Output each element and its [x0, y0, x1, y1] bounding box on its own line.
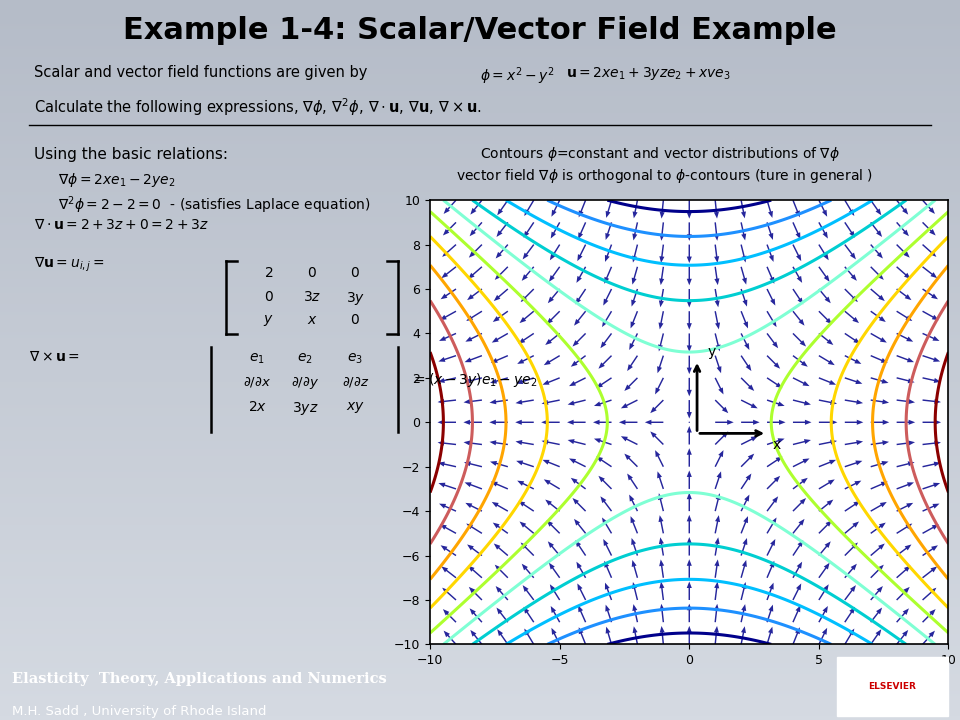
Text: M.H. Sadd , University of Rhode Island: M.H. Sadd , University of Rhode Island: [12, 706, 266, 719]
Text: Example 1-4: Scalar/Vector Field Example: Example 1-4: Scalar/Vector Field Example: [123, 17, 837, 45]
Text: $e_3$: $e_3$: [348, 351, 363, 366]
Text: $\partial/\partial y$: $\partial/\partial y$: [291, 376, 320, 392]
Text: y: y: [708, 345, 715, 359]
Text: $\nabla \cdot \mathbf{u} = 2 + 3z + 0 = 2 + 3z$: $\nabla \cdot \mathbf{u} = 2 + 3z + 0 = …: [34, 217, 208, 233]
Text: Elasticity  Theory, Applications and Numerics: Elasticity Theory, Applications and Nume…: [12, 672, 386, 685]
FancyBboxPatch shape: [837, 657, 948, 716]
Text: $\phi = x^2 - y^2$: $\phi = x^2 - y^2$: [480, 66, 555, 87]
Text: Contours $\phi$=constant and vector distributions of $\nabla\phi$: Contours $\phi$=constant and vector dist…: [480, 145, 840, 163]
Text: $e_1$: $e_1$: [250, 351, 265, 366]
Text: $2$: $2$: [264, 266, 274, 281]
Text: $\partial/\partial z$: $\partial/\partial z$: [342, 376, 369, 390]
Text: $y$: $y$: [263, 313, 275, 328]
Text: Scalar and vector field functions are given by: Scalar and vector field functions are gi…: [34, 66, 367, 81]
Text: Using the basic relations:: Using the basic relations:: [34, 147, 228, 162]
Text: $0$: $0$: [350, 266, 360, 281]
Text: $0$: $0$: [350, 313, 360, 328]
Text: $e_2$: $e_2$: [298, 351, 313, 366]
Text: x: x: [772, 438, 780, 452]
Text: $xy$: $xy$: [346, 400, 365, 415]
Text: $\mathbf{u} = 2xe_1 + 3yze_2 + xve_3$: $\mathbf{u} = 2xe_1 + 3yze_2 + xve_3$: [566, 66, 732, 82]
Text: ELSEVIER: ELSEVIER: [868, 682, 916, 691]
Text: $3y$: $3y$: [346, 290, 365, 307]
Text: $2x$: $2x$: [248, 400, 267, 414]
Text: $3z$: $3z$: [302, 290, 322, 304]
Text: $\partial/\partial x$: $\partial/\partial x$: [243, 376, 272, 390]
Text: vector field $\nabla\phi$ is orthogonal to $\phi$-contours (ture in general ): vector field $\nabla\phi$ is orthogonal …: [456, 166, 873, 184]
Text: $\nabla\mathbf{u} = u_{i,j} = $: $\nabla\mathbf{u} = u_{i,j} = $: [34, 255, 105, 274]
Text: $\nabla \times \mathbf{u} = $: $\nabla \times \mathbf{u} = $: [29, 349, 80, 364]
Text: $0$: $0$: [307, 266, 317, 281]
Text: $\nabla\phi = 2xe_1 - 2ye_2$: $\nabla\phi = 2xe_1 - 2ye_2$: [58, 171, 175, 189]
Text: $\nabla^2\phi = 2 - 2 = 0$  - (satisfies Laplace equation): $\nabla^2\phi = 2 - 2 = 0$ - (satisfies …: [58, 194, 371, 215]
Text: $3yz$: $3yz$: [292, 400, 319, 417]
Text: $x$: $x$: [306, 313, 318, 328]
Text: $= (x-3y)e_1 - ye_2$: $= (x-3y)e_1 - ye_2$: [411, 371, 538, 389]
Text: $0$: $0$: [264, 290, 274, 304]
Text: Calculate the following expressions, $\nabla\phi,\, \nabla^2\phi,\, \nabla \cdot: Calculate the following expressions, $\n…: [34, 96, 482, 118]
